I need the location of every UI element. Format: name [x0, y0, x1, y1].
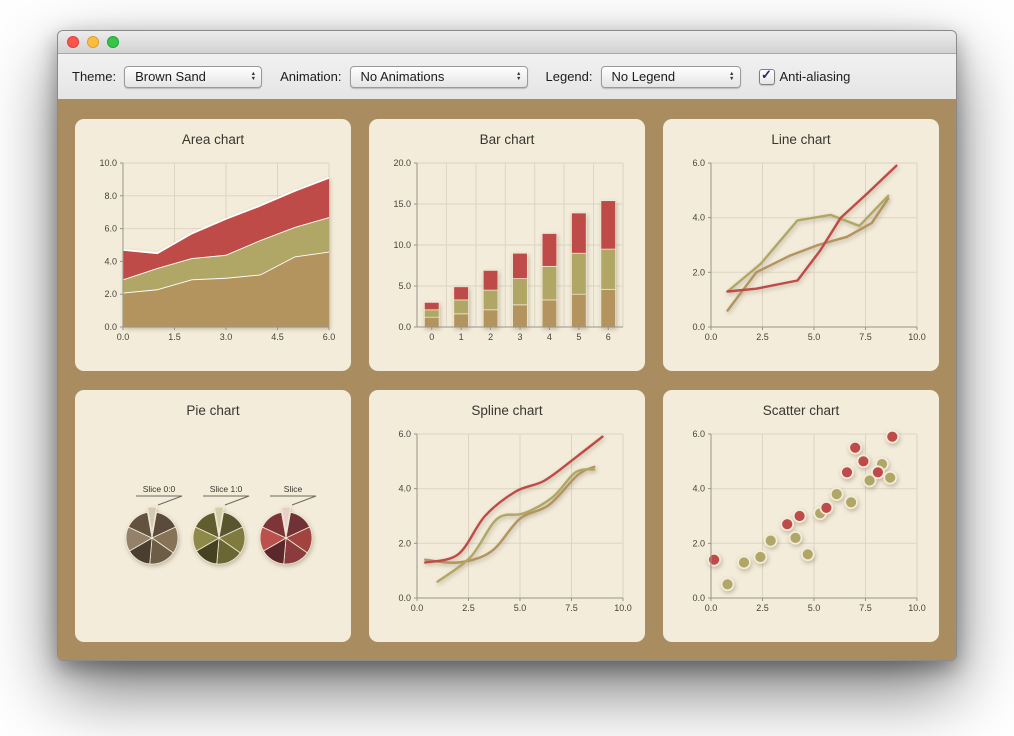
svg-text:0.0: 0.0 [411, 603, 424, 613]
svg-text:2.5: 2.5 [756, 332, 769, 342]
svg-text:5.0: 5.0 [808, 603, 821, 613]
animation-value: No Animations [360, 69, 445, 84]
svg-text:2.0: 2.0 [692, 267, 705, 277]
svg-text:6.0: 6.0 [692, 429, 705, 439]
svg-text:0.0: 0.0 [398, 593, 411, 603]
legend-label: Legend: [545, 69, 593, 84]
theme-label: Theme: [72, 69, 117, 84]
chart-title: Bar chart [479, 132, 535, 147]
scatter-chart-panel: Scatter chart 0.0 2.5 5.0 7.5 10.0 0.0 2.0 4.0 6… [663, 390, 939, 642]
spline-chart-canvas: 0.0 2.5 5.0 7.5 10.0 0.0 2.0 4.0 6.0 [398, 429, 632, 613]
area-chart-canvas: 0.0 1.5 3.0 4.5 6.0 0.0 2.0 4.0 6.0 8.0 10.0 [99, 158, 336, 342]
svg-text:0.0: 0.0 [705, 603, 718, 613]
anti-aliasing-checkbox[interactable]: ✓ [758, 67, 775, 85]
svg-text:7.5: 7.5 [859, 603, 872, 613]
zoom-button[interactable] [107, 36, 119, 48]
svg-text:0.0: 0.0 [692, 593, 705, 603]
svg-text:4.0: 4.0 [398, 484, 411, 494]
close-button[interactable] [67, 36, 79, 48]
window-controls [67, 36, 119, 48]
svg-text:10.0: 10.0 [908, 332, 926, 342]
svg-text:10.0: 10.0 [908, 603, 926, 613]
pie-chart-canvas: Slice 0:0 Slice 1:0 Slice [125, 484, 317, 565]
svg-text:1: 1 [459, 332, 464, 342]
svg-text:8.0: 8.0 [104, 191, 117, 201]
minimize-button[interactable] [87, 36, 99, 48]
svg-text:0.0: 0.0 [117, 332, 130, 342]
svg-text:2.0: 2.0 [104, 289, 117, 299]
legend-value: No Legend [611, 69, 676, 84]
svg-text:5.0: 5.0 [398, 281, 411, 291]
chart-title: Line chart [771, 132, 831, 147]
svg-text:5: 5 [576, 332, 581, 342]
svg-text:15.0: 15.0 [393, 199, 411, 209]
svg-text:1.5: 1.5 [168, 332, 181, 342]
animation-select[interactable]: No Animations ▲ ▼ [349, 65, 528, 88]
chart-title: Pie chart [186, 403, 240, 418]
svg-text:Slice: Slice [284, 484, 303, 494]
chart-title: Spline chart [471, 403, 543, 418]
line-chart-canvas: 0.0 2.5 5.0 7.5 10.0 0.0 2.0 4.0 6.0 [692, 158, 926, 342]
scatter-chart-canvas: 0.0 2.5 5.0 7.5 10.0 0.0 2.0 4.0 6.0 [692, 429, 926, 613]
svg-text:6: 6 [606, 332, 611, 342]
svg-text:0: 0 [429, 332, 434, 342]
chart-title: Area chart [181, 132, 245, 147]
svg-text:5.0: 5.0 [808, 332, 821, 342]
svg-text:10.0: 10.0 [393, 240, 411, 250]
svg-text:6.0: 6.0 [323, 332, 336, 342]
svg-text:6.0: 6.0 [104, 224, 117, 234]
svg-text:2.5: 2.5 [462, 603, 475, 613]
svg-text:0.0: 0.0 [398, 322, 411, 332]
checkmark-icon: ✓ [761, 67, 772, 82]
svg-text:6.0: 6.0 [398, 429, 411, 439]
svg-text:7.5: 7.5 [565, 603, 578, 613]
pie-chart-panel: Pie chart Slice 0:0 Slice 1:0 Slice [75, 390, 351, 642]
svg-text:4: 4 [547, 332, 552, 342]
bar-chart-panel: Bar chart 0 1 2 3 4 5 6 0.0 5.0 10.0 15.0 20.0 [369, 119, 645, 371]
svg-text:3.0: 3.0 [220, 332, 233, 342]
svg-text:5.0: 5.0 [514, 603, 527, 613]
svg-text:10.0: 10.0 [99, 158, 117, 168]
svg-text:4.0: 4.0 [692, 213, 705, 223]
spline-chart-panel: Spline chart 0.0 2.5 5.0 7.5 10.0 0.0 2.0 4.0 6.… [369, 390, 645, 642]
svg-text:10.0: 10.0 [614, 603, 632, 613]
svg-text:3: 3 [517, 332, 522, 342]
chart-title: Scatter chart [762, 403, 840, 418]
animation-label: Animation: [280, 69, 342, 84]
svg-text:2.0: 2.0 [398, 538, 411, 548]
toolbar: Theme: Brown Sand ▲ ▼ Animation: No Anima… [58, 54, 956, 100]
line-chart-panel: Line chart 0.0 2.5 5.0 7.5 10.0 0.0 2.0 4.0 6.0 [663, 119, 939, 371]
popup-arrows-icon: ▲ ▼ [729, 70, 735, 82]
theme-select[interactable]: Brown Sand ▲ ▼ [124, 65, 263, 88]
svg-text:2.0: 2.0 [692, 538, 705, 548]
area-chart-panel: Area chart 0.0 1.5 3.0 4.5 6.0 0.0 2.0 4.0 6.0 8.… [75, 119, 351, 371]
svg-text:4.0: 4.0 [104, 256, 117, 266]
app-window: Theme: Brown Sand ▲ ▼ Animation: No Anima… [57, 30, 957, 661]
svg-text:0.0: 0.0 [692, 322, 705, 332]
svg-text:4.5: 4.5 [271, 332, 284, 342]
svg-text:Slice 1:0: Slice 1:0 [210, 484, 243, 494]
svg-text:4.0: 4.0 [692, 484, 705, 494]
popup-arrows-icon: ▲ ▼ [250, 70, 257, 82]
theme-value: Brown Sand [135, 69, 206, 84]
svg-text:0.0: 0.0 [104, 322, 117, 332]
title-bar [58, 31, 956, 54]
svg-text:2: 2 [488, 332, 493, 342]
svg-text:7.5: 7.5 [859, 332, 872, 342]
svg-text:20.0: 20.0 [393, 158, 411, 168]
popup-arrows-icon: ▲ ▼ [516, 70, 522, 82]
svg-text:Slice 0:0: Slice 0:0 [143, 484, 176, 494]
charts-grid: Area chart 0.0 1.5 3.0 4.5 6.0 0.0 2.0 4.0 6.0 8.… [58, 100, 956, 660]
svg-text:2.5: 2.5 [756, 603, 769, 613]
anti-aliasing-label: Anti-aliasing [779, 69, 851, 84]
svg-text:0.0: 0.0 [705, 332, 718, 342]
svg-text:6.0: 6.0 [692, 158, 705, 168]
legend-select[interactable]: No Legend ▲ ▼ [600, 65, 741, 88]
bar-chart-canvas: 0 1 2 3 4 5 6 0.0 5.0 10.0 15.0 20.0 [393, 158, 624, 342]
